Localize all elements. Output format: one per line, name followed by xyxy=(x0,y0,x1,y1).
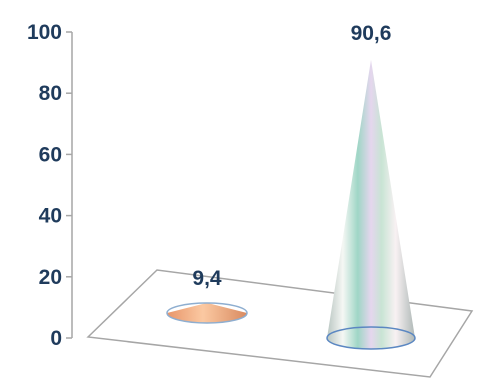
cone-2 xyxy=(326,59,416,350)
y-tick-label: 40 xyxy=(39,205,62,228)
cone-base-ring xyxy=(166,302,248,324)
y-tick-label: 0 xyxy=(50,327,62,350)
cone-base-ring xyxy=(326,326,416,350)
floor-plane xyxy=(86,269,474,378)
y-tick-label: 60 xyxy=(39,143,62,166)
axis-layer xyxy=(71,32,474,378)
cone-1 xyxy=(166,302,248,324)
data-label: 90,6 xyxy=(351,22,392,45)
cone-layer xyxy=(166,59,416,350)
cone-body xyxy=(327,59,415,349)
data-label: 9,4 xyxy=(192,267,222,290)
y-tick-layer: 0 20 40 60 80 100 xyxy=(27,21,72,350)
data-label-layer: 9,4 90,6 xyxy=(192,22,391,290)
y-tick-label: 100 xyxy=(27,21,62,44)
y-tick-label: 20 xyxy=(39,266,62,289)
cone-body xyxy=(167,302,247,323)
y-tick-label: 80 xyxy=(39,82,62,105)
